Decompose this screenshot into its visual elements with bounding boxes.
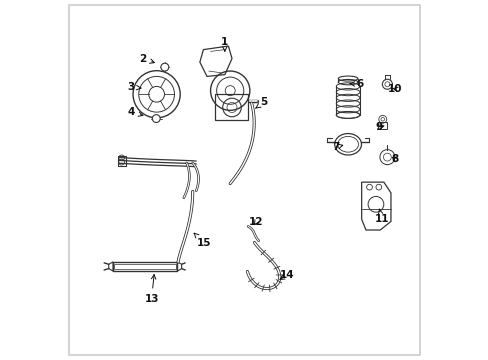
Text: 14: 14 <box>279 270 293 280</box>
Text: 5: 5 <box>255 97 267 108</box>
Text: 2: 2 <box>139 54 154 64</box>
Circle shape <box>161 63 168 71</box>
Text: 11: 11 <box>374 209 388 224</box>
Circle shape <box>152 114 160 122</box>
Text: 7: 7 <box>331 142 342 152</box>
Text: 10: 10 <box>387 84 402 94</box>
Text: 8: 8 <box>391 154 398 164</box>
Text: 15: 15 <box>194 233 211 248</box>
Text: 1: 1 <box>221 37 228 51</box>
Text: 3: 3 <box>127 82 141 92</box>
Text: 12: 12 <box>248 217 263 227</box>
Text: 4: 4 <box>127 107 142 117</box>
Text: 6: 6 <box>349 79 363 89</box>
Text: 13: 13 <box>144 275 159 303</box>
Text: 9: 9 <box>375 122 383 132</box>
